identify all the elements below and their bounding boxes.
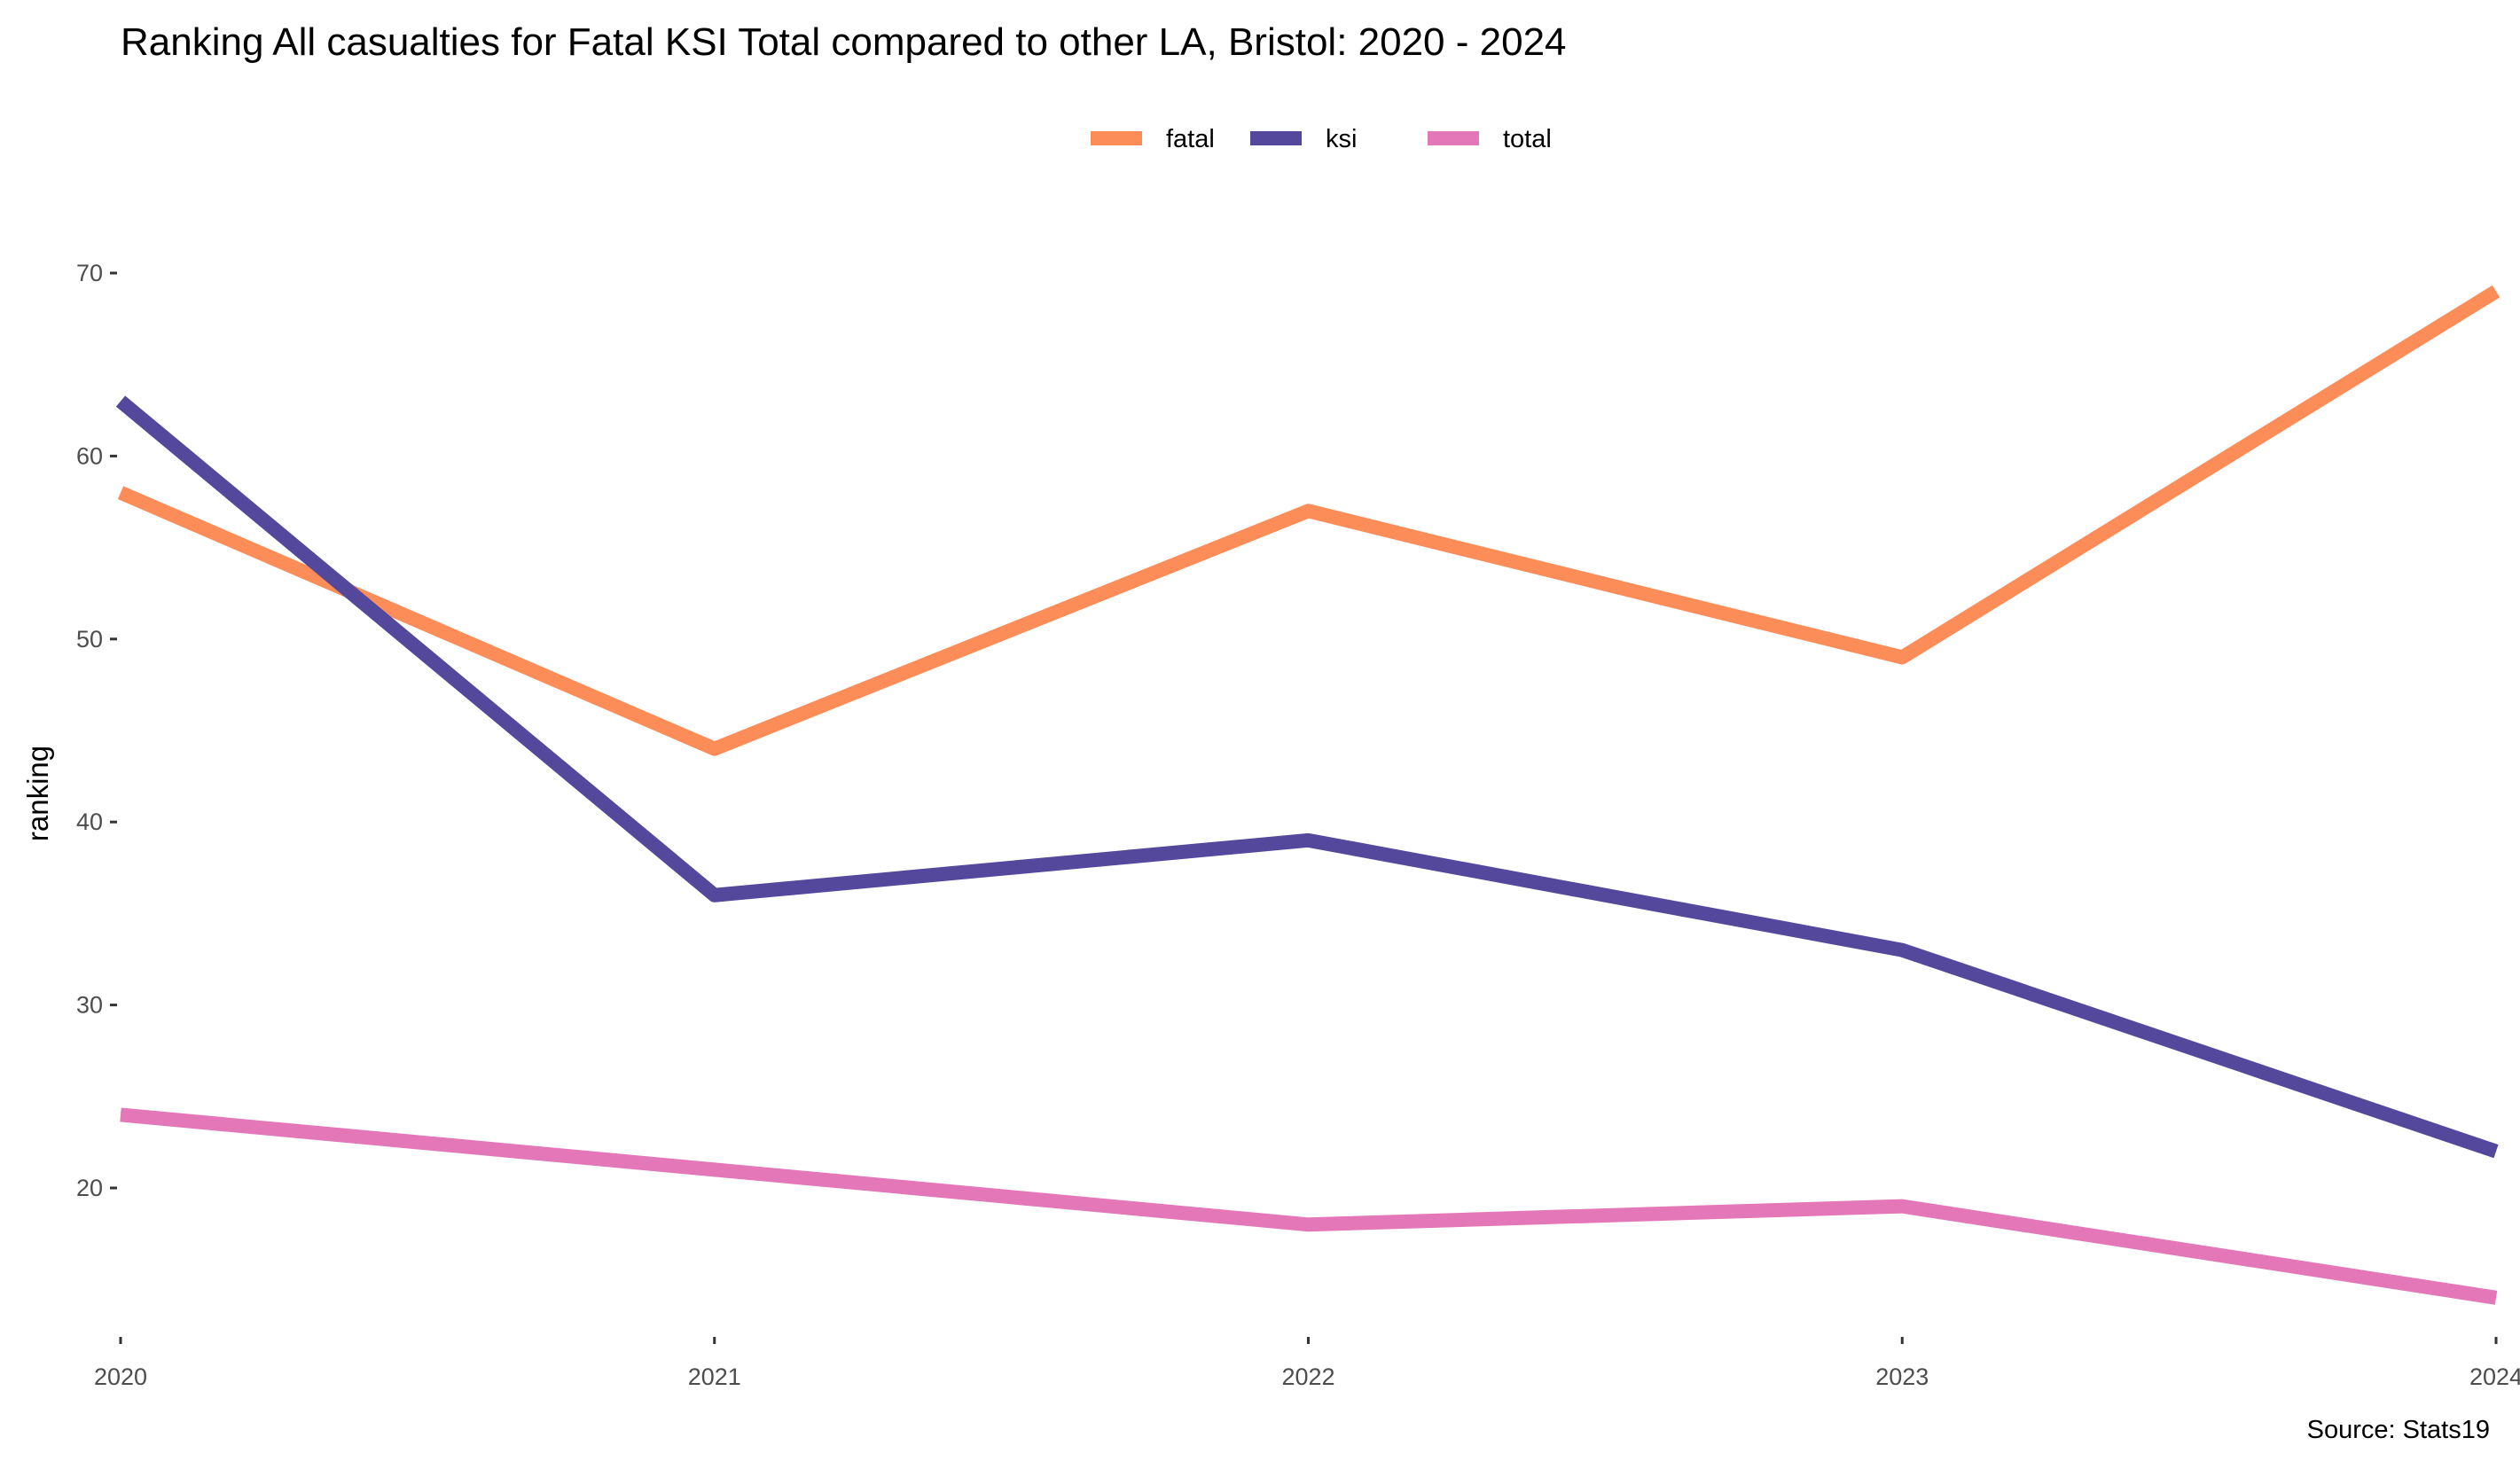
y-axis: 20 30 40 50 60 70 — [76, 260, 117, 1201]
y-tick-label: 20 — [76, 1175, 103, 1201]
y-tick-label: 60 — [76, 442, 103, 469]
y-tick-label: 50 — [76, 626, 103, 652]
x-axis: 2020 2021 2022 2023 2024 — [94, 1337, 2520, 1390]
x-tick-label: 2020 — [94, 1364, 147, 1390]
x-tick-label: 2021 — [688, 1364, 741, 1390]
legend-label-total: total — [1503, 125, 1552, 153]
y-tick-label: 40 — [76, 809, 103, 835]
series-line-total — [120, 1107, 2498, 1305]
x-tick-label: 2023 — [1875, 1364, 1929, 1390]
chart-title: Ranking All casualties for Fatal KSI Tot… — [121, 20, 1567, 64]
y-tick-label: 70 — [76, 260, 103, 286]
y-axis-label: ranking — [21, 746, 54, 841]
caption: Source: Stats19 — [2307, 1416, 2490, 1444]
plot-lines — [115, 285, 2500, 1305]
series-line-fatal — [117, 285, 2500, 756]
x-tick-label: 2024 — [2469, 1364, 2520, 1390]
y-tick-label: 30 — [76, 992, 103, 1019]
legend-label-fatal: fatal — [1166, 125, 1215, 153]
legend-label-ksi: ksi — [1326, 125, 1357, 153]
x-tick-label: 2022 — [1281, 1364, 1334, 1390]
legend: fatal ksi total — [1091, 125, 1552, 153]
